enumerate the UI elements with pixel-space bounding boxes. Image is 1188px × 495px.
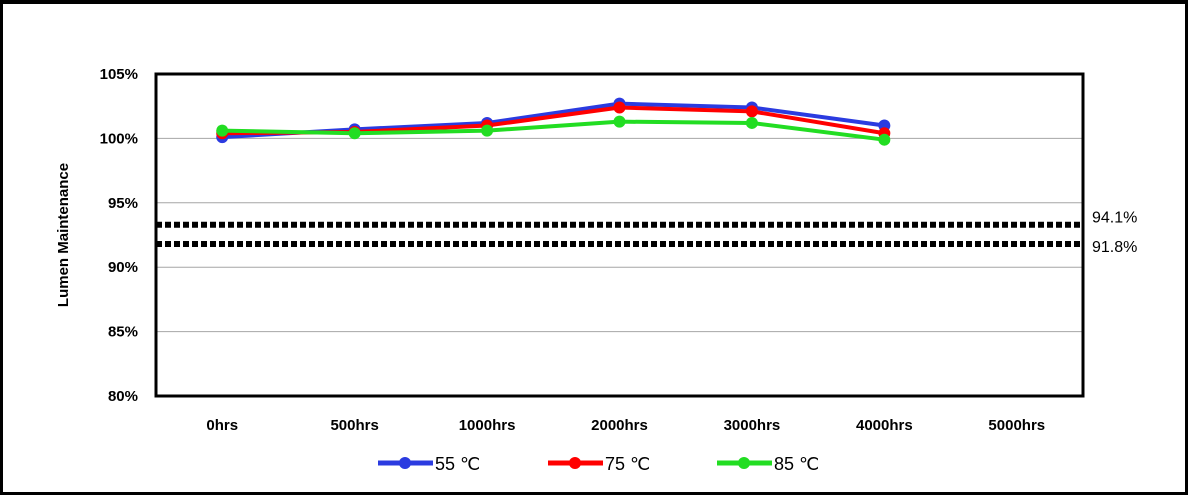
x-tick-labels: 0hrs 500hrs 1000hrs 2000hrs 3000hrs 4000hrs 50… [206,417,1045,434]
reference-line-label: 94.1% [1092,210,1137,227]
x-tick-label: 2000hrs [591,417,648,434]
y-tick-label: 95% [108,195,138,212]
data-point [745,105,758,118]
data-point [878,133,891,146]
x-tick-label: 1000hrs [459,417,516,434]
reference-line-label: 91.8% [1092,239,1137,256]
y-tick-label: 80% [108,388,138,405]
legend-label: 85 ℃ [774,454,819,474]
data-point [216,124,229,137]
data-point [613,115,626,128]
legend-swatch-marker [399,457,411,469]
data-point [481,124,494,137]
x-tick-label: 3000hrs [724,417,781,434]
y-tick-label: 105% [100,66,138,83]
data-point [613,101,626,114]
series-lines [216,97,891,146]
legend: 55 ℃ 75 ℃ 85 ℃ [378,454,819,474]
legend-label: 55 ℃ [435,454,480,474]
data-point [745,116,758,129]
y-tick-label: 90% [108,259,138,276]
legend-swatch-marker [738,457,750,469]
x-tick-label: 4000hrs [856,417,913,434]
legend-swatch-marker [569,457,581,469]
x-tick-label: 500hrs [330,417,378,434]
data-point [348,127,361,140]
y-tick-labels: 80% 85% 90% 95% 100% 105% [100,66,138,405]
x-tick-label: 0hrs [206,417,238,434]
gridlines [156,137,1083,333]
y-tick-label: 100% [100,130,138,147]
x-tick-label: 5000hrs [988,417,1045,434]
y-axis-label: Lumen Maintenance [55,163,72,307]
reference-lines: 94.1% 91.8% [156,210,1137,256]
y-tick-label: 85% [108,324,138,341]
plot-area-border [154,72,1085,398]
legend-label: 75 ℃ [605,454,650,474]
series-line [222,119,885,142]
